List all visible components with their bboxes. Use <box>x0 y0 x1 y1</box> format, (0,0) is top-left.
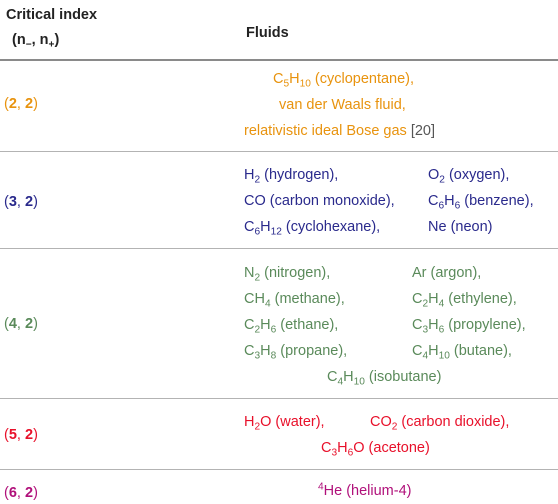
fluid-helium-4: 4He (helium-4) <box>318 481 412 499</box>
fluid-carbon-monoxide: CO (carbon monoxide), <box>244 193 395 209</box>
row-rule <box>0 469 558 470</box>
fluid-ethane: C2H6 (ethane), <box>244 317 339 336</box>
fluid-carbon-dioxide: CO2 (carbon dioxide), <box>370 414 510 433</box>
fluid-van-der-waals: van der Waals fluid, <box>279 97 406 113</box>
fluid-acetone: C3H6O (acetone) <box>321 440 430 459</box>
fluid-argon: Ar (argon), <box>412 265 482 281</box>
fluid-propylene: C3H6 (propylene), <box>412 317 526 336</box>
fluid-oxygen: O2 (oxygen), <box>428 167 510 186</box>
row-index: (4, 2) <box>4 316 38 332</box>
row-rule <box>0 248 558 249</box>
header-rule <box>0 59 558 61</box>
fluid-cyclohexane: C6H12 (cyclohexane), <box>244 219 381 238</box>
row-index: (6, 2) <box>4 485 38 501</box>
header-critical-index-notation: (n−, n+) <box>12 32 60 51</box>
row-index: (5, 2) <box>4 427 38 443</box>
header-fluids: Fluids <box>246 25 289 41</box>
header-critical-index: Critical index <box>6 7 98 23</box>
fluid-nitrogen: N2 (nitrogen), <box>244 265 331 284</box>
row-index: (3, 2) <box>4 194 38 210</box>
fluid-hydrogen: H2 (hydrogen), <box>244 167 339 186</box>
row-rule <box>0 151 558 152</box>
fluid-methane: CH4 (methane), <box>244 291 345 310</box>
fluid-neon: Ne (neon) <box>428 219 493 235</box>
row-index: (2, 2) <box>4 96 38 112</box>
fluid-water: H2O (water), <box>244 414 325 433</box>
fluid-benzene: C6H6 (benzene), <box>428 193 534 212</box>
row-rule <box>0 398 558 399</box>
fluid-cyclopentane: C5H10 (cyclopentane), <box>273 71 415 90</box>
fluid-ethylene: C2H4 (ethylene), <box>412 291 517 310</box>
fluid-propane: C3H8 (propane), <box>244 343 348 362</box>
fluid-bose-gas: relativistic ideal Bose gas [20] <box>244 123 436 139</box>
fluid-isobutane: C4H10 (isobutane) <box>327 369 442 388</box>
fluid-butane: C4H10 (butane), <box>412 343 512 362</box>
